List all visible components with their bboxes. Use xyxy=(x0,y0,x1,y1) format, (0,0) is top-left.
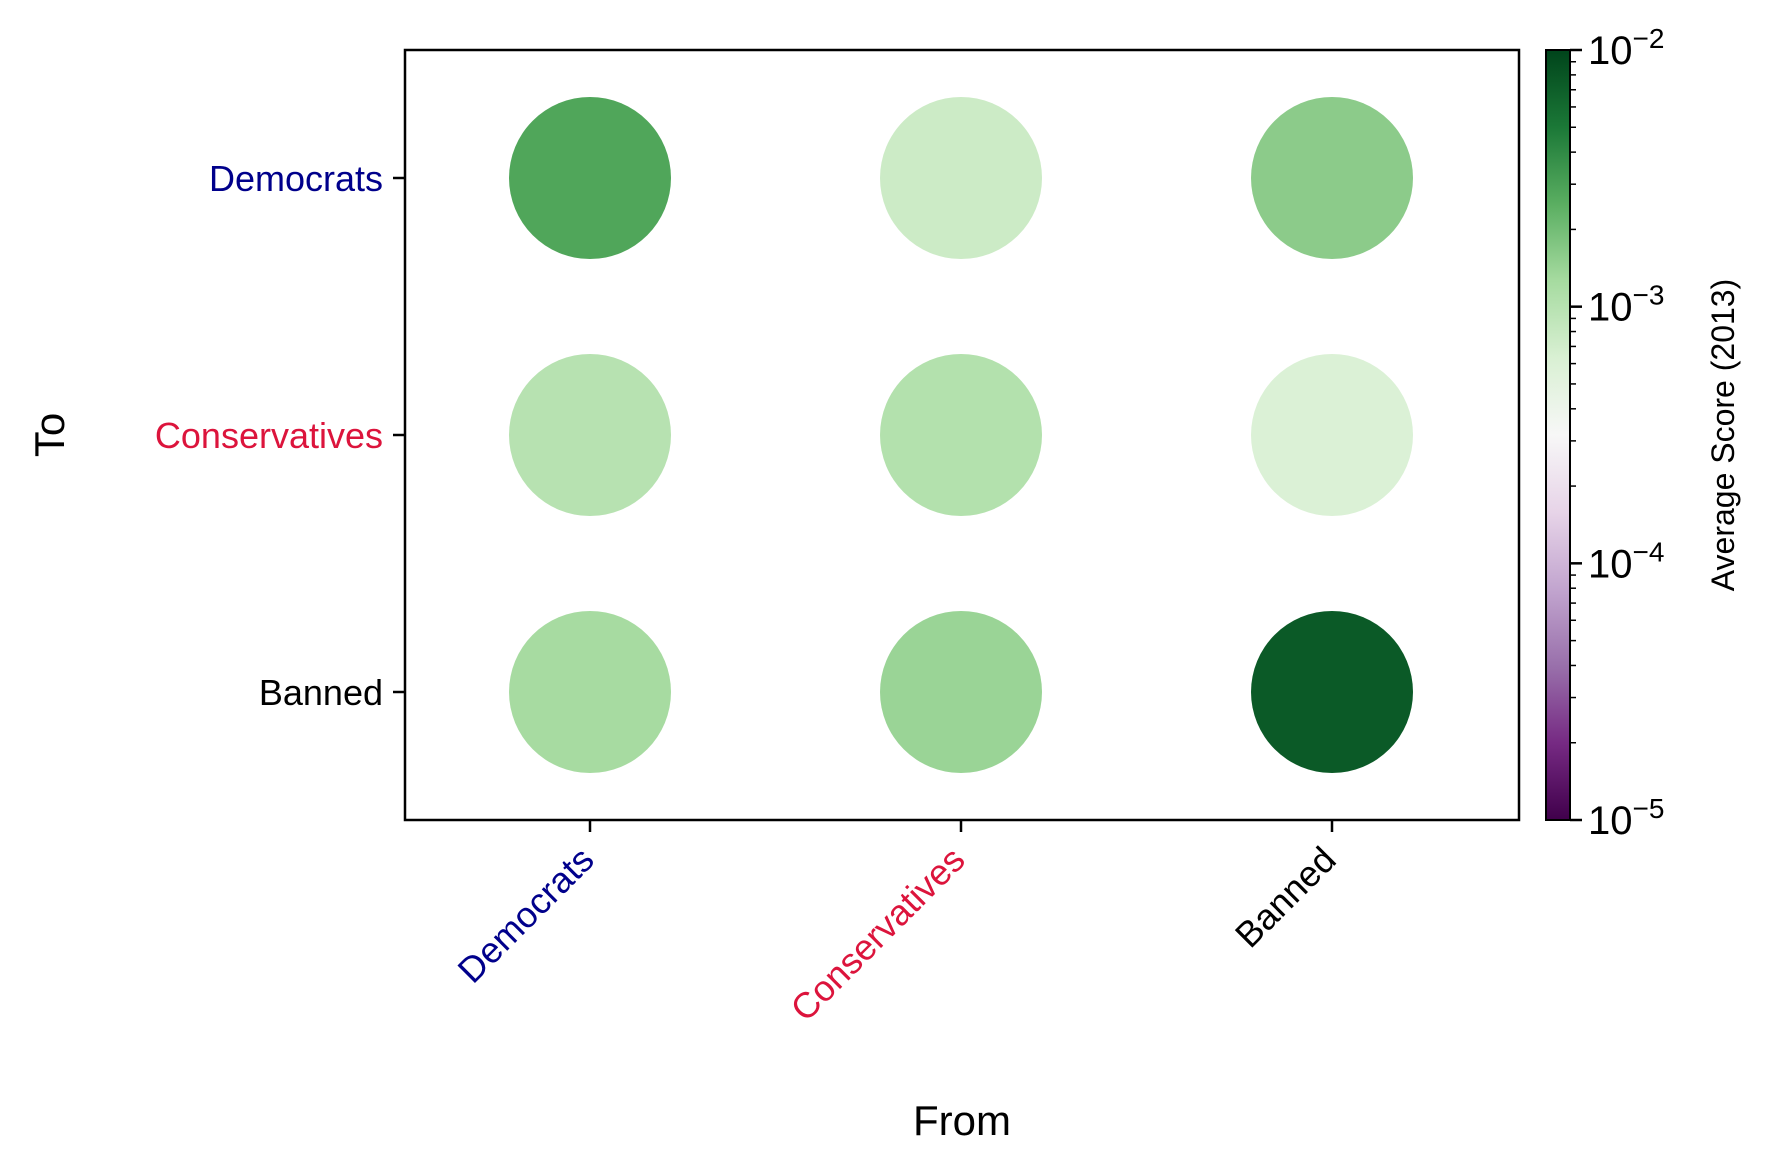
cell-marker xyxy=(509,611,671,773)
x-tick-label: Conservatives xyxy=(782,839,972,1029)
colorbar-tick-label: 10−3 xyxy=(1588,280,1664,330)
y-axis-title: To xyxy=(26,413,73,457)
y-tick-label: Democrats xyxy=(209,158,383,199)
x-axis-title: From xyxy=(913,1097,1011,1144)
cell-marker xyxy=(880,354,1042,516)
x-tick-label: Democrats xyxy=(450,839,602,991)
y-tick-label: Conservatives xyxy=(155,415,383,456)
y-ticks: Democrats Conservatives Banned xyxy=(155,158,405,713)
y-tick-label: Banned xyxy=(259,672,383,713)
cell-marker xyxy=(509,97,671,259)
colorbar-tick-label: 10−2 xyxy=(1588,23,1664,73)
cell-marker xyxy=(1251,354,1413,516)
cell-marker xyxy=(509,354,671,516)
x-tick-label: Banned xyxy=(1227,839,1344,956)
colorbar-label: Average Score (2013) xyxy=(1705,279,1741,591)
colorbar-tick-label: 10−4 xyxy=(1588,536,1664,586)
colorbar-tick-label: 10−5 xyxy=(1588,793,1664,843)
cell-marker xyxy=(880,611,1042,773)
cells-layer xyxy=(509,97,1413,773)
x-ticks: Democrats Conservatives Banned xyxy=(450,820,1344,1029)
colorbar: 10−5 10−4 10−3 10−2 Average Score (2013) xyxy=(1545,23,1741,843)
cell-marker xyxy=(1251,97,1413,259)
cell-marker xyxy=(1251,611,1413,773)
cell-marker xyxy=(880,97,1042,259)
colorbar-ticks: 10−5 10−4 10−3 10−2 xyxy=(1570,23,1664,843)
colorbar-gradient xyxy=(1545,49,1571,821)
